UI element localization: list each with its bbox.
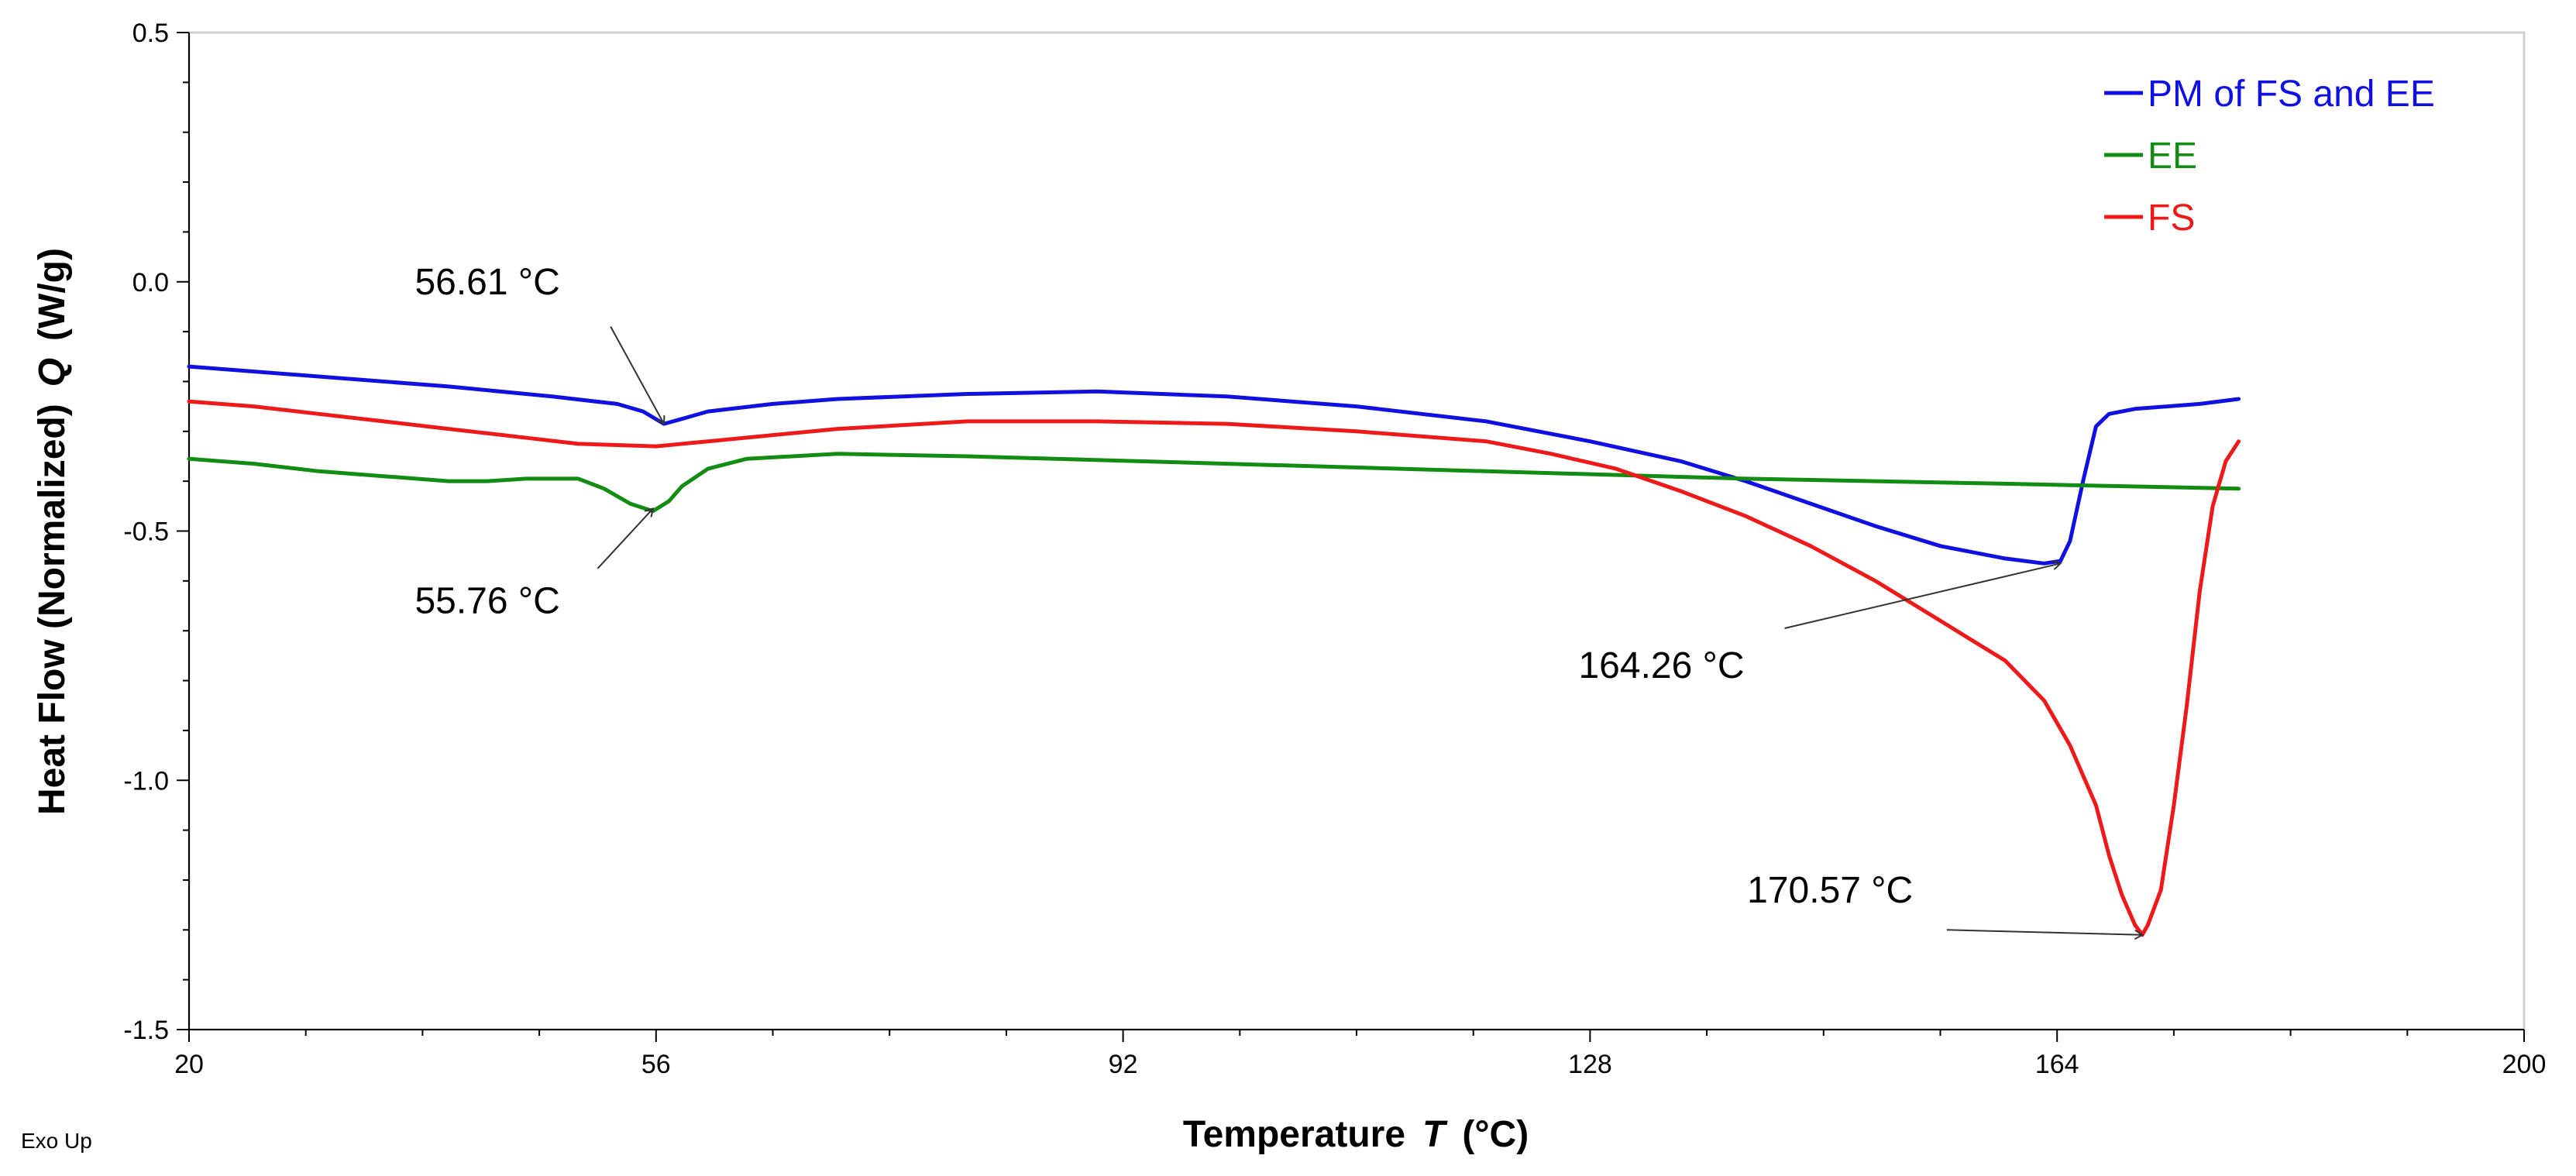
y-tick-label: -1.5: [123, 1016, 169, 1045]
series-layer: [187, 364, 2241, 937]
peak-annotation: 55.76 °C: [414, 509, 652, 622]
y-axis-title: Heat Flow (Normalized)Q(W/g): [32, 248, 73, 815]
axes: 20 56 92 128 164 200 0.5 0.0 -0.5 -1.0 -1.5: [123, 19, 2546, 1079]
annotation-arrow: [610, 326, 664, 424]
legend: PM of FS and EE EE FS: [2104, 74, 2435, 239]
x-axis-title: Temperature T (°C): [1183, 1114, 1529, 1155]
annotation-label: 56.61 °C: [414, 262, 559, 303]
legend-label: EE: [2148, 136, 2197, 177]
x-tick-label: 128: [1568, 1050, 1612, 1079]
peak-annotation: 56.61 °C: [414, 262, 664, 424]
series-fs: [187, 399, 2241, 937]
y-tick-label: 0.0: [132, 268, 169, 297]
legend-label: FS: [2148, 198, 2195, 239]
legend-label: PM of FS and EE: [2148, 74, 2435, 115]
legend-item-ee: EE: [2104, 136, 2197, 177]
legend-item-fs: FS: [2104, 198, 2195, 239]
legend-item-pm-of-fs-and-ee: PM of FS and EE: [2104, 74, 2435, 115]
x-tick-label: 92: [1109, 1050, 1138, 1079]
x-tick-label: 56: [641, 1050, 671, 1079]
y-tick-label: 0.5: [132, 19, 169, 48]
peak-annotation: 164.26 °C: [1578, 563, 2060, 686]
plot-area: [187, 31, 2526, 1031]
x-tick-label: 20: [174, 1050, 204, 1079]
annotation-label: 170.57 °C: [1747, 870, 1913, 911]
exo-up-note: Exo Up: [21, 1129, 92, 1153]
annotation-label: 55.76 °C: [414, 581, 559, 622]
annotation-arrow: [1946, 929, 2142, 934]
y-tick-label: -0.5: [123, 518, 169, 547]
y-tick-label: -1.0: [123, 766, 169, 796]
annotation-label: 164.26 °C: [1578, 645, 1744, 686]
series-line-pm-of-fs-and-ee: [187, 364, 2241, 566]
annotation-arrow: [597, 509, 652, 569]
annotation-layer: 56.61 °C 55.76 °C 164.26 °C 170.57 °C: [414, 262, 2142, 935]
series-pm-of-fs-and-ee: [187, 364, 2241, 566]
x-tick-label: 164: [2035, 1050, 2079, 1079]
series-line-fs: [187, 399, 2241, 937]
series-line-ee: [187, 452, 2241, 514]
peak-annotation: 170.57 °C: [1747, 870, 2142, 935]
x-tick-label: 200: [2502, 1050, 2547, 1079]
series-ee: [187, 452, 2241, 514]
annotation-arrow: [1784, 563, 2061, 629]
